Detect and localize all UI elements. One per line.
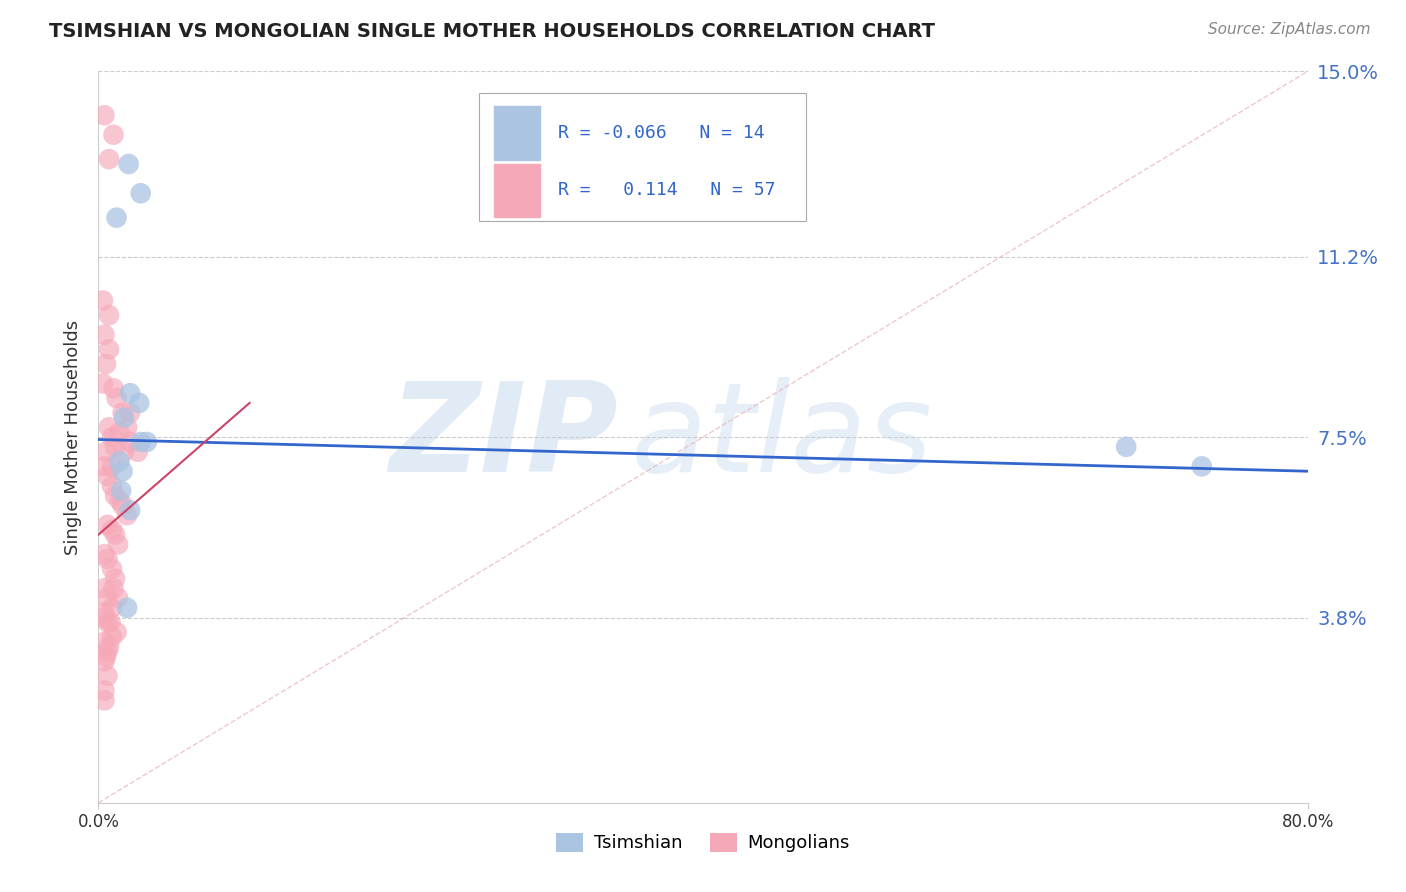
Point <box>98 640 121 654</box>
Point <box>110 483 132 498</box>
Point <box>128 396 150 410</box>
Point <box>120 434 142 449</box>
Point <box>93 459 115 474</box>
Point <box>93 693 115 707</box>
Text: R =   0.114   N = 57: R = 0.114 N = 57 <box>558 181 775 199</box>
Point <box>115 600 138 615</box>
Y-axis label: Single Mother Households: Single Mother Households <box>63 319 82 555</box>
Point <box>98 343 121 357</box>
Point <box>96 669 118 683</box>
Point <box>93 610 115 624</box>
Point <box>107 537 129 551</box>
FancyBboxPatch shape <box>494 163 540 217</box>
Text: R = -0.066   N = 14: R = -0.066 N = 14 <box>558 124 765 142</box>
Point <box>96 552 118 566</box>
Point <box>93 108 115 122</box>
Point <box>93 635 115 649</box>
Point <box>91 376 114 391</box>
Point <box>120 503 142 517</box>
Point <box>94 357 117 371</box>
FancyBboxPatch shape <box>494 106 540 160</box>
Point <box>105 211 128 225</box>
Point <box>108 425 131 440</box>
Point <box>93 327 115 342</box>
Point <box>101 630 124 644</box>
Point <box>107 591 129 605</box>
Point <box>96 615 118 630</box>
Point <box>1191 459 1213 474</box>
Point <box>101 600 124 615</box>
Point <box>127 444 149 458</box>
Point <box>93 547 115 561</box>
Point <box>96 517 118 532</box>
Point <box>96 591 118 605</box>
Point <box>120 406 142 420</box>
Text: ZIP: ZIP <box>389 376 619 498</box>
Text: atlas: atlas <box>630 376 932 498</box>
Point <box>103 381 125 395</box>
Point <box>98 420 121 434</box>
Point <box>101 479 124 493</box>
Point <box>112 444 135 458</box>
Point <box>93 654 115 668</box>
Point <box>98 152 121 166</box>
Point <box>101 430 124 444</box>
Point <box>101 459 124 474</box>
Point <box>129 434 152 449</box>
Point <box>105 391 128 405</box>
Point <box>108 454 131 468</box>
Point <box>104 527 127 541</box>
Point <box>93 683 115 698</box>
Point <box>103 128 125 142</box>
Point <box>112 410 135 425</box>
Point <box>94 649 117 664</box>
Text: TSIMSHIAN VS MONGOLIAN SINGLE MOTHER HOUSEHOLDS CORRELATION CHART: TSIMSHIAN VS MONGOLIAN SINGLE MOTHER HOU… <box>49 22 935 41</box>
Point <box>111 406 134 420</box>
Point <box>101 523 124 537</box>
Point <box>1115 440 1137 454</box>
Point <box>96 645 118 659</box>
Point <box>93 581 115 595</box>
Point <box>101 562 124 576</box>
Point <box>98 308 121 322</box>
Legend: Tsimshian, Mongolians: Tsimshian, Mongolians <box>548 826 858 860</box>
Point <box>103 581 125 595</box>
Point <box>135 434 157 449</box>
Point <box>94 444 117 458</box>
Point <box>104 489 127 503</box>
Text: Source: ZipAtlas.com: Source: ZipAtlas.com <box>1208 22 1371 37</box>
Point <box>105 625 128 640</box>
Point <box>108 493 131 508</box>
Point <box>91 293 114 308</box>
Point <box>118 157 141 171</box>
Point <box>129 186 152 201</box>
Point <box>115 420 138 434</box>
FancyBboxPatch shape <box>479 94 806 221</box>
Point <box>120 386 142 401</box>
Point <box>100 615 122 630</box>
Point <box>104 572 127 586</box>
Point <box>104 440 127 454</box>
Point <box>115 508 138 522</box>
Point <box>96 469 118 483</box>
Point <box>111 499 134 513</box>
Point <box>93 606 115 620</box>
Point <box>111 464 134 478</box>
